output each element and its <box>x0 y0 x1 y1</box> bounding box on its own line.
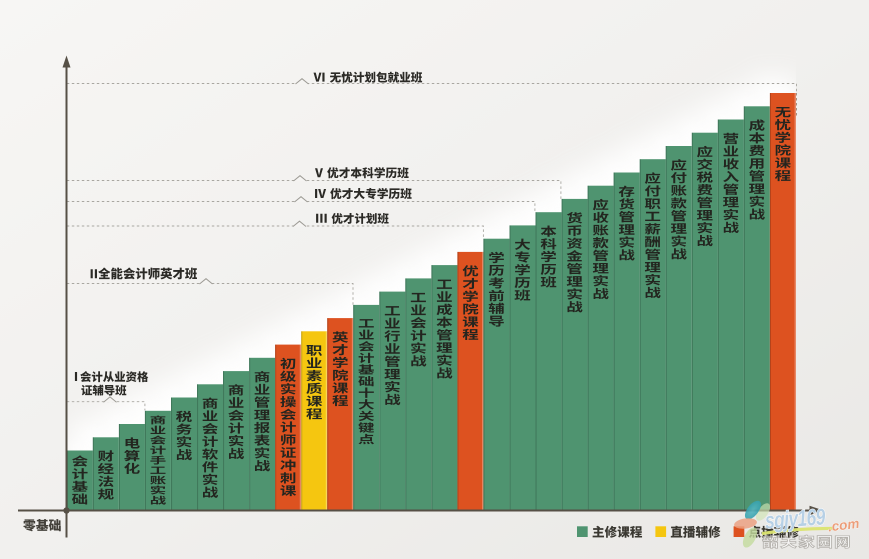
svg-text:sgjy169: sgjy169 <box>764 505 827 534</box>
svg-text:.com: .com <box>827 516 860 535</box>
